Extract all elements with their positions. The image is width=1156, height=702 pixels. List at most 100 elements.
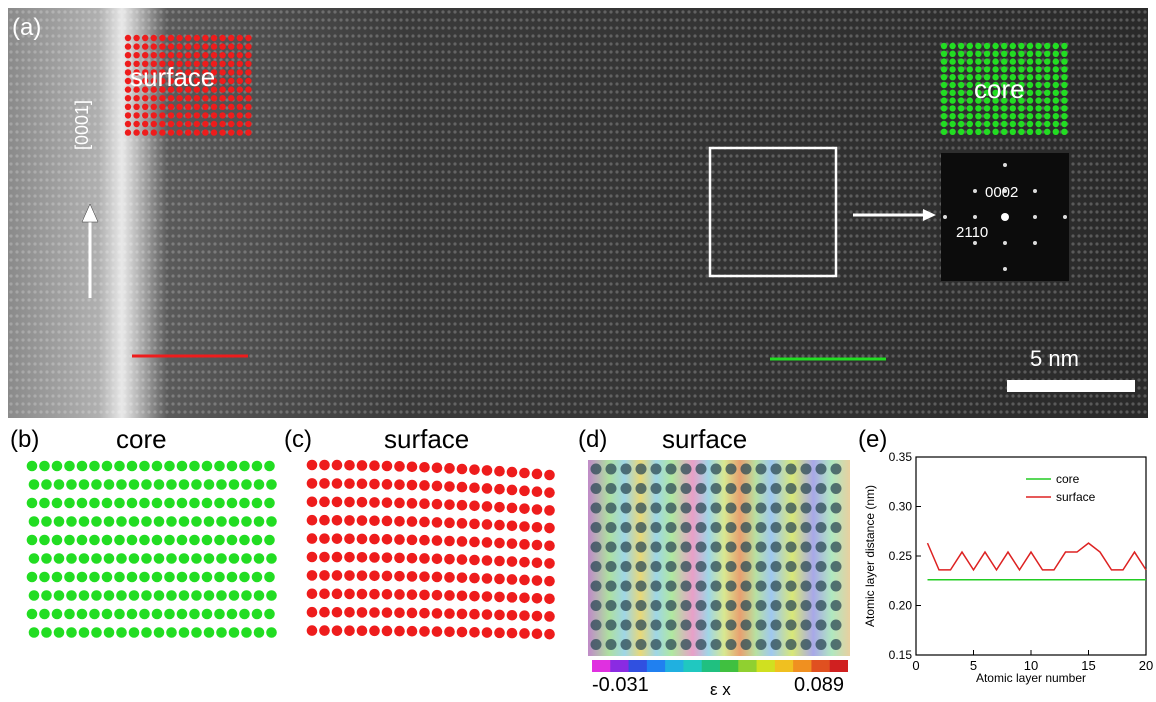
lattice-dot: [202, 112, 209, 119]
series-line-surface: [926, 542, 1147, 572]
lattice-dot: [239, 497, 250, 509]
lattice-dot: [815, 502, 827, 514]
lattice-dot: [53, 627, 65, 638]
lattice-dot: [356, 570, 368, 581]
lattice-dot: [755, 522, 767, 533]
lattice-dot: [150, 69, 157, 76]
lattice-dot: [635, 483, 647, 494]
lattice-dot: [519, 485, 530, 497]
lattice-dot: [251, 571, 263, 583]
lattice-dot: [114, 534, 125, 546]
lattice-dot: [605, 541, 617, 553]
lattice-dot: [966, 128, 973, 135]
lattice-dot: [1061, 89, 1068, 97]
lattice-dot: [236, 103, 243, 111]
lattice-dot: [28, 627, 40, 638]
colorbar-segment: [628, 660, 648, 672]
lattice-dot: [101, 608, 113, 620]
colorbar-segment: [738, 660, 758, 672]
lattice-dot: [319, 478, 330, 489]
lattice-dot: [331, 478, 343, 489]
lattice-dot: [159, 52, 166, 59]
lattice-dot: [949, 42, 956, 50]
lattice-dot: [469, 482, 480, 494]
lattice-dot: [710, 600, 722, 611]
lattice-dot: [219, 120, 226, 128]
lattice-dot: [1044, 81, 1051, 89]
lattice-dot: [178, 627, 190, 638]
lattice-dot: [251, 608, 263, 620]
lattice-dot: [1009, 113, 1016, 120]
lattice-dot: [1026, 58, 1034, 65]
lattice-dot: [949, 58, 956, 65]
lattice-dot: [39, 608, 50, 620]
lattice-dot: [167, 103, 175, 111]
lattice-dot: [41, 479, 52, 490]
lattice-dot: [469, 590, 480, 602]
lattice-dot: [1035, 89, 1042, 97]
lattice-dot: [319, 459, 330, 471]
lattice-dot: [210, 120, 218, 128]
lattice-dot: [949, 81, 956, 89]
lattice-dot: [203, 553, 215, 564]
direction-arrow: [81, 203, 99, 298]
lattice-dot: [544, 575, 555, 587]
lattice-dot: [770, 600, 782, 611]
lattice-dot: [1018, 120, 1025, 128]
lattice-dot: [406, 534, 418, 546]
lattice-dot: [210, 77, 218, 85]
lattice-dot: [91, 516, 102, 527]
lattice-dot: [966, 81, 973, 89]
lattice-dot: [176, 460, 188, 472]
lattice-dot: [142, 43, 149, 50]
lattice-dot: [176, 95, 183, 102]
lattice-dot: [394, 534, 405, 545]
lattice-dot: [331, 459, 343, 471]
fft-center-spot: [1001, 213, 1009, 221]
lattice-dot: [103, 627, 115, 638]
lattice-dot: [531, 539, 543, 551]
lattice-dot: [306, 533, 318, 544]
lattice-dot: [319, 606, 330, 618]
lattice-dot: [139, 497, 150, 509]
lattice-dot: [91, 553, 102, 564]
lattice-dot: [481, 483, 493, 494]
lattice-dot: [369, 625, 380, 637]
lattice-dot: [219, 129, 226, 136]
y-tick-label: 0.25: [889, 549, 913, 563]
fft-spot: [1003, 241, 1007, 245]
lattice-dot: [519, 521, 530, 532]
lattice-dot: [51, 534, 63, 546]
lattice-dot: [202, 95, 209, 102]
lattice-dot: [481, 501, 493, 512]
lattice-dot: [166, 590, 177, 601]
lattice-dot: [193, 77, 200, 85]
lattice-dot: [189, 571, 200, 583]
lattice-dot: [740, 639, 752, 650]
lattice-dot: [39, 497, 50, 509]
x-axis-label: Atomic layer number: [976, 671, 1086, 685]
lattice-dot: [590, 600, 602, 611]
lattice-dot: [958, 89, 965, 97]
lattice-dot: [1044, 58, 1051, 65]
lattice-dot: [469, 608, 480, 620]
lattice-dot: [66, 627, 77, 638]
lattice-dot: [193, 60, 200, 67]
lattice-dot: [356, 496, 368, 508]
lattice-dot: [815, 522, 827, 533]
lattice-dot: [940, 50, 948, 57]
lattice-dot: [958, 58, 965, 65]
lattice-dot: [76, 608, 88, 620]
lattice-dot: [444, 626, 455, 638]
lattice-dot: [1018, 89, 1025, 97]
lattice-dot: [26, 534, 38, 546]
lattice-dot: [253, 516, 265, 527]
lattice-dot: [740, 502, 752, 514]
lattice-dot: [785, 600, 797, 611]
lattice-dot: [1018, 66, 1025, 73]
fft-spot-0002: 0002: [985, 184, 1019, 201]
lattice-dot: [1035, 81, 1042, 89]
lattice-dot: [245, 43, 252, 50]
lattice-dot: [949, 89, 956, 97]
lattice-dot: [1009, 81, 1016, 89]
